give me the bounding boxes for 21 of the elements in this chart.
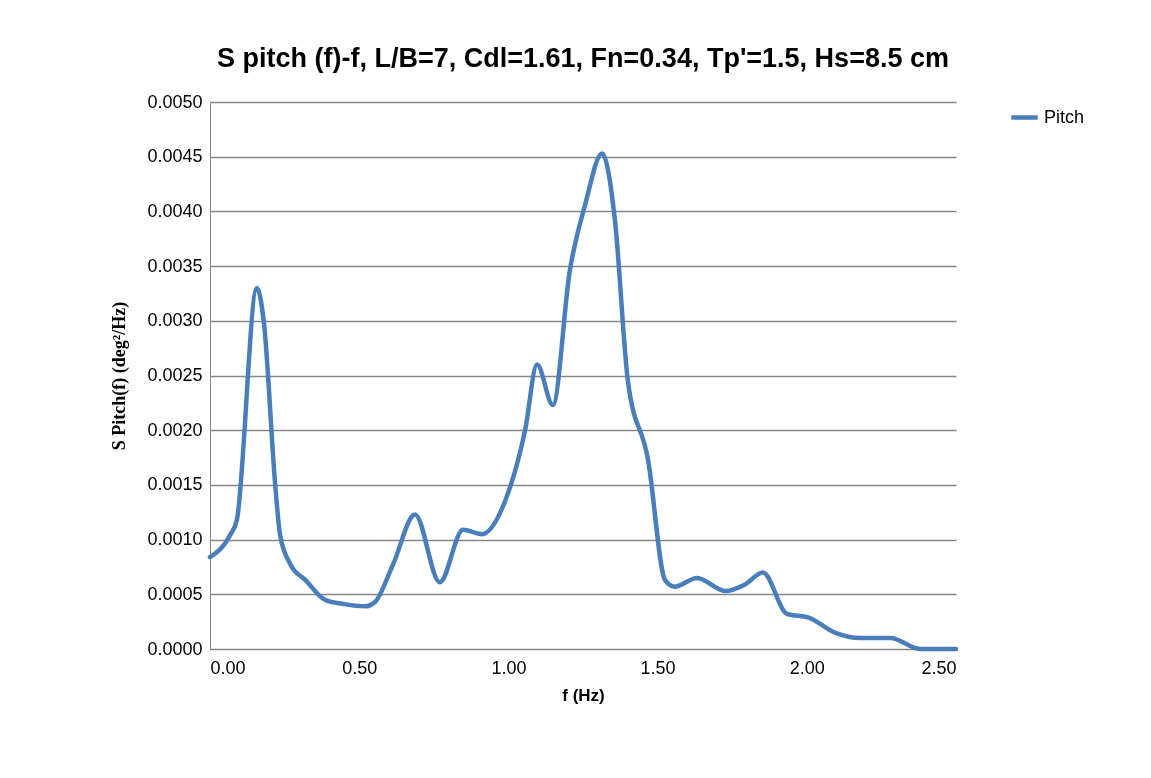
x-axis-title: f (Hz) — [562, 685, 605, 705]
x-tick-label: 2.50 — [921, 657, 957, 678]
legend-label: Pitch — [1044, 106, 1085, 127]
y-tick-label: 0.0045 — [147, 146, 203, 167]
y-tick-label: 0.0000 — [147, 638, 203, 659]
x-tick-label: 2.00 — [789, 657, 825, 678]
y-tick-label: 0.0035 — [147, 255, 203, 276]
x-tick-label: 0.00 — [210, 657, 246, 678]
y-tick-label: 0.0020 — [147, 419, 203, 440]
y-axis-title: S Pitch(f) (deg²/Hz) — [109, 301, 131, 451]
y-tick-label: 0.0005 — [147, 583, 203, 604]
y-tick-label: 0.0025 — [147, 365, 203, 385]
chart-title: S pitch (f)-f, L/B=7, Cdl=1.61, Fn=0.34, Tp'=1.5, Hs=8.5 cm — [217, 43, 949, 73]
y-tick-label: 0.0030 — [147, 310, 203, 331]
x-tick-label: 1.50 — [640, 657, 676, 678]
y-tick-label: 0.0010 — [147, 529, 203, 550]
y-tick-label: 0.0050 — [147, 91, 203, 112]
y-tick-label: 0.0040 — [147, 200, 203, 221]
x-tick-label: 1.00 — [491, 657, 527, 678]
y-tick-label: 0.0015 — [147, 474, 203, 495]
x-tick-label: 0.50 — [342, 657, 378, 678]
